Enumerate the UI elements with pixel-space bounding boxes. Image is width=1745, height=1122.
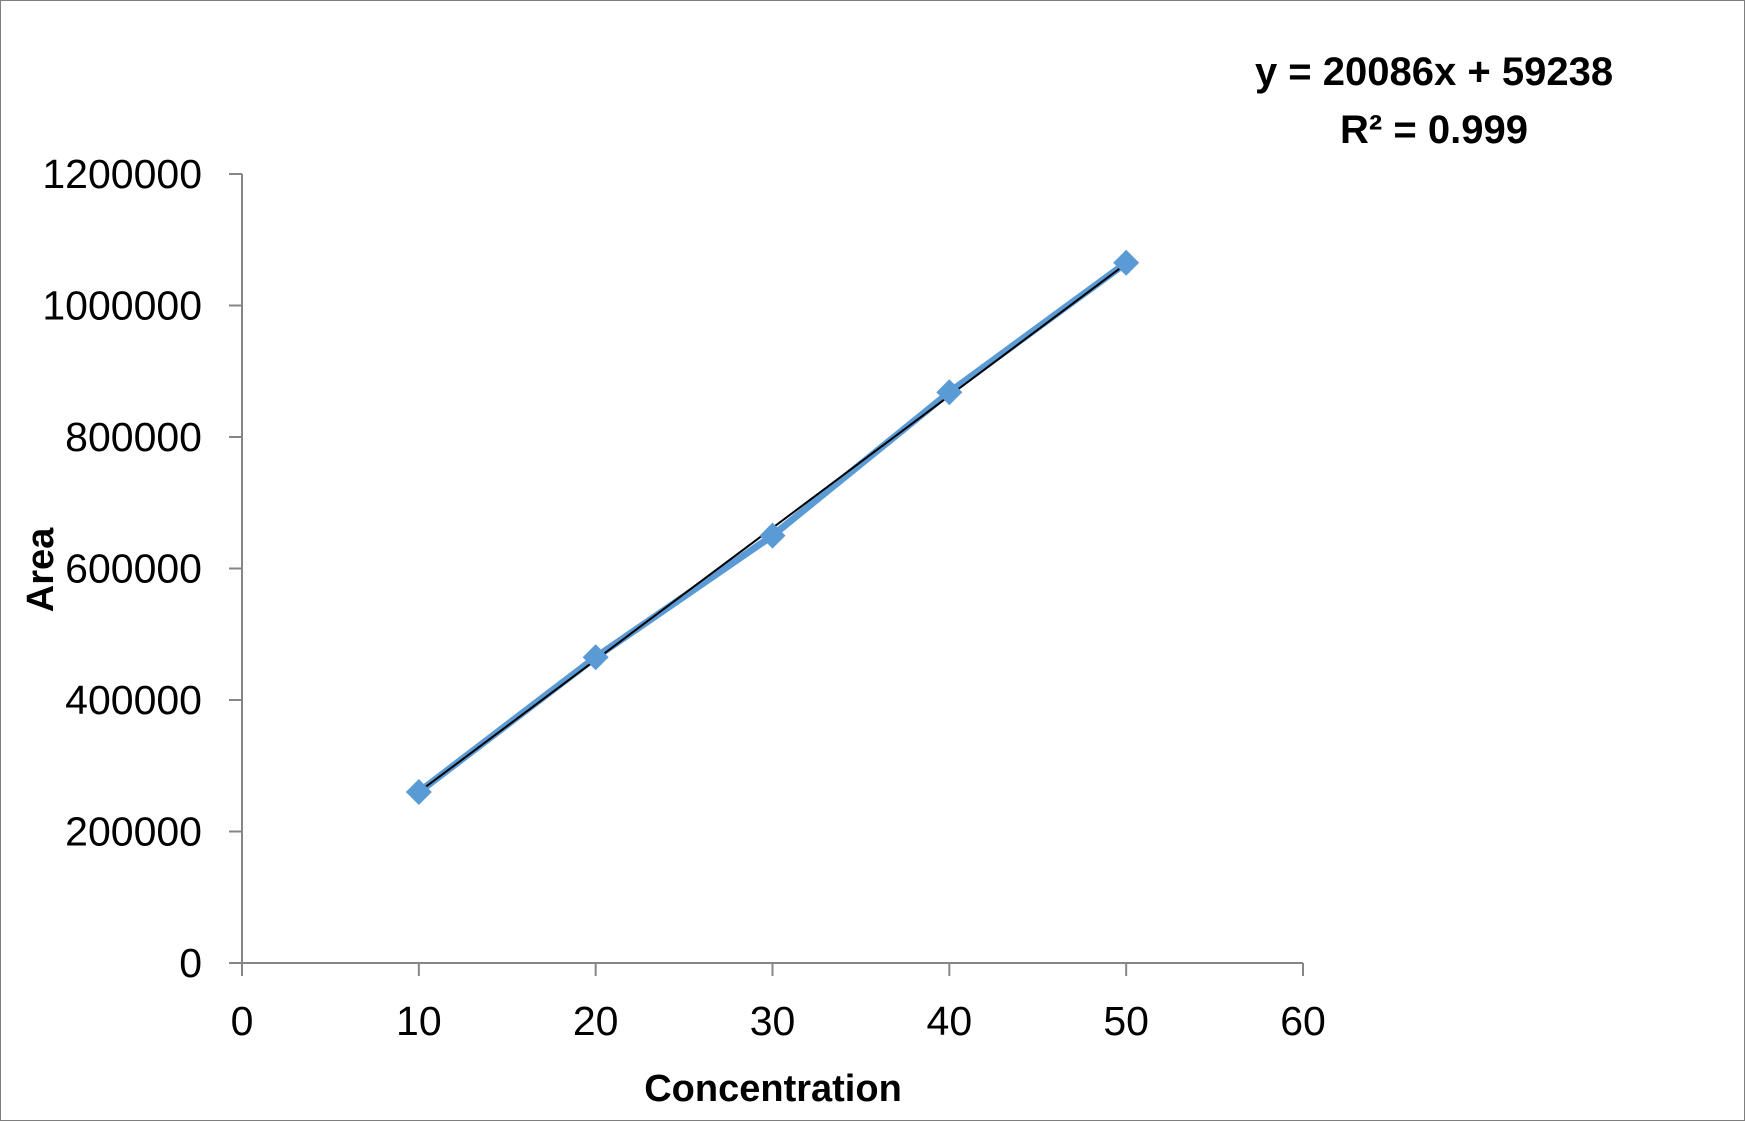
markers (405, 249, 1140, 806)
y-tick-label: 400000 (65, 677, 202, 723)
x-tick-label: 40 (927, 998, 973, 1044)
x-tick-label: 50 (1103, 998, 1149, 1044)
data-point-marker (759, 522, 786, 549)
data-point-marker (936, 379, 963, 406)
trendline-r-squared: R² = 0.999 (1340, 108, 1528, 152)
data-point-marker (1113, 249, 1140, 276)
trendline-equation: y = 20086x + 59238 (1255, 50, 1613, 94)
x-tick-label: 20 (573, 998, 619, 1044)
x-tick-label: 0 (231, 998, 254, 1044)
axes (241, 174, 1303, 964)
x-tick-label: 60 (1280, 998, 1326, 1044)
tick-labels: 0 10 20 30 40 50 60 0 200000 400000 600000 800000 10… (42, 151, 1325, 1044)
y-tick-label: 600000 (65, 546, 202, 592)
x-tick-label: 10 (396, 998, 442, 1044)
x-axis-title: Concentration (644, 1068, 902, 1110)
data-point-marker (405, 779, 432, 806)
y-tick-label: 1200000 (42, 151, 202, 197)
y-tick-label: 800000 (65, 414, 202, 460)
x-tick-label: 30 (750, 998, 796, 1044)
y-tick-label: 0 (179, 940, 202, 986)
y-tick-label: 1000000 (42, 283, 202, 329)
y-axis-title: Area (20, 527, 62, 612)
ticks (229, 173, 1304, 976)
data-point-marker (582, 644, 609, 671)
y-tick-label: 200000 (65, 809, 202, 855)
